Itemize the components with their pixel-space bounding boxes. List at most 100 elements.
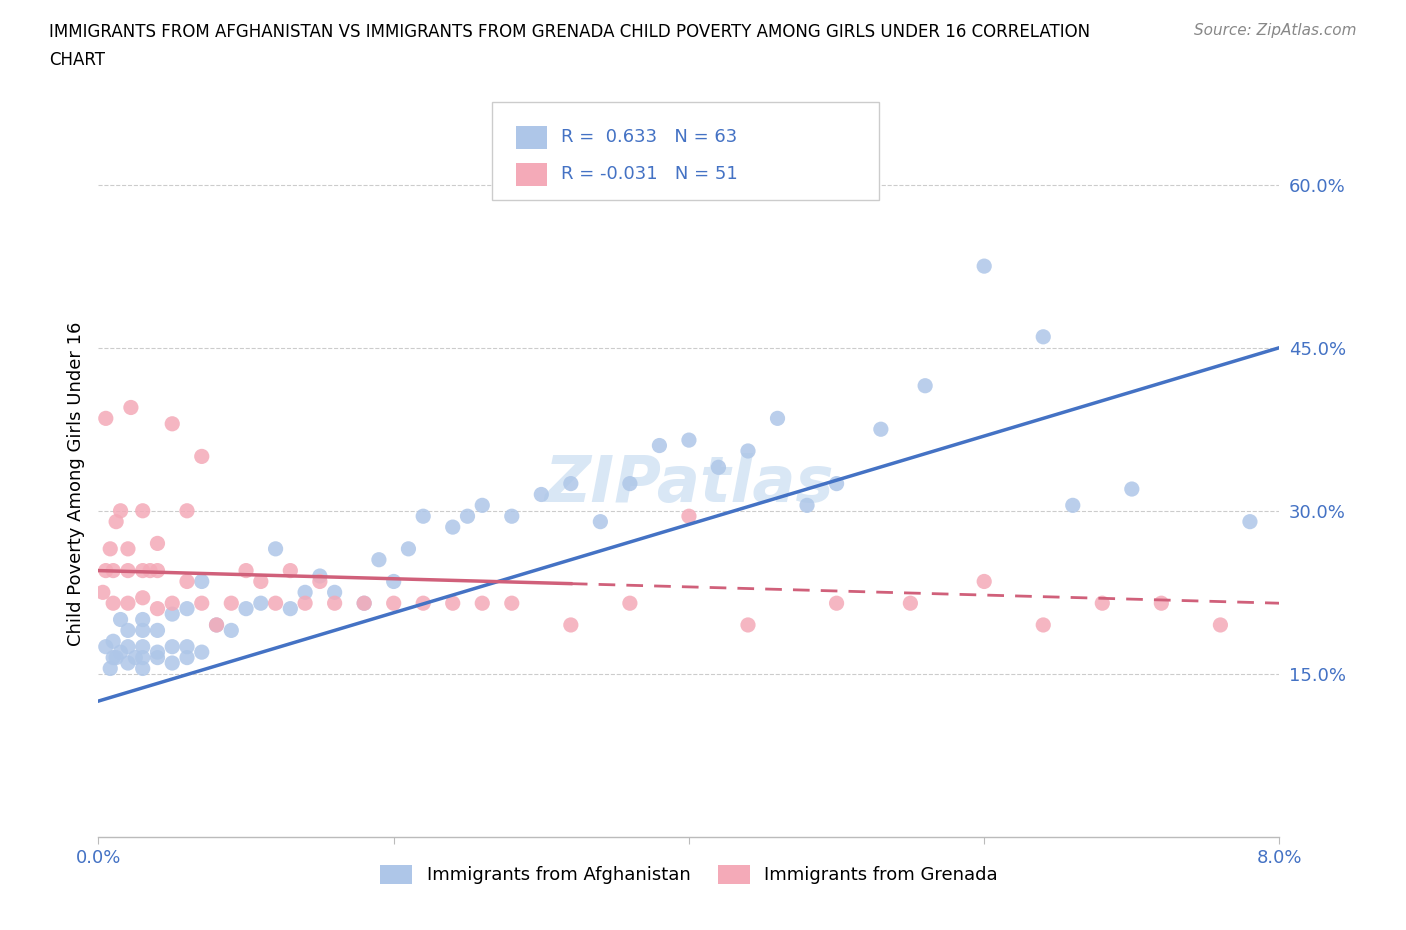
Point bbox=[98, 541, 121, 556]
Point bbox=[162, 606, 183, 621]
Point bbox=[900, 596, 922, 611]
Point bbox=[205, 618, 228, 632]
Point bbox=[501, 509, 523, 524]
Point bbox=[176, 503, 198, 518]
Point bbox=[280, 601, 302, 616]
Point bbox=[191, 449, 214, 464]
Point bbox=[105, 650, 128, 665]
Point bbox=[124, 650, 146, 665]
Point bbox=[146, 601, 169, 616]
Point bbox=[530, 487, 553, 502]
Point bbox=[110, 612, 132, 627]
Point bbox=[94, 411, 117, 426]
Point bbox=[91, 585, 114, 600]
Point bbox=[162, 596, 183, 611]
Point bbox=[353, 596, 375, 611]
Point bbox=[825, 596, 848, 611]
Point bbox=[1121, 482, 1143, 497]
Y-axis label: Child Poverty Among Girls Under 16: Child Poverty Among Girls Under 16 bbox=[66, 322, 84, 645]
Point bbox=[309, 574, 332, 589]
Point bbox=[678, 432, 700, 447]
Point bbox=[250, 574, 273, 589]
Point bbox=[146, 564, 169, 578]
Point bbox=[264, 541, 287, 556]
Point bbox=[309, 568, 332, 583]
Point bbox=[132, 503, 155, 518]
Point bbox=[1209, 618, 1232, 632]
Point bbox=[117, 564, 139, 578]
Point bbox=[560, 476, 582, 491]
Point bbox=[176, 639, 198, 654]
Point bbox=[103, 596, 125, 611]
Point bbox=[294, 596, 316, 611]
Point bbox=[191, 596, 214, 611]
Point bbox=[132, 650, 155, 665]
Point bbox=[973, 574, 995, 589]
Point bbox=[132, 639, 155, 654]
Point bbox=[471, 498, 494, 512]
Point bbox=[294, 585, 316, 600]
Point bbox=[368, 552, 391, 567]
Point bbox=[146, 650, 169, 665]
Point bbox=[162, 656, 183, 671]
Point bbox=[117, 623, 139, 638]
Point bbox=[412, 596, 434, 611]
Point bbox=[412, 509, 434, 524]
Point bbox=[382, 596, 405, 611]
Point bbox=[191, 574, 214, 589]
Point bbox=[560, 618, 582, 632]
Point bbox=[766, 411, 789, 426]
Point bbox=[441, 520, 464, 535]
Point bbox=[1150, 596, 1173, 611]
Point bbox=[205, 618, 228, 632]
Point bbox=[117, 596, 139, 611]
Point bbox=[132, 623, 155, 638]
Point bbox=[1062, 498, 1084, 512]
Point bbox=[146, 623, 169, 638]
Point bbox=[280, 564, 302, 578]
Point bbox=[117, 541, 139, 556]
Point bbox=[589, 514, 612, 529]
Text: ZIPatlas: ZIPatlas bbox=[544, 453, 834, 514]
Point bbox=[117, 639, 139, 654]
Point bbox=[1239, 514, 1261, 529]
Point bbox=[1032, 618, 1054, 632]
Point bbox=[94, 639, 117, 654]
Point bbox=[1091, 596, 1114, 611]
Point bbox=[323, 596, 346, 611]
Point bbox=[103, 634, 125, 649]
Point bbox=[264, 596, 287, 611]
Text: CHART: CHART bbox=[49, 51, 105, 69]
Point bbox=[221, 623, 243, 638]
Text: R = -0.031   N = 51: R = -0.031 N = 51 bbox=[561, 166, 738, 183]
Point bbox=[103, 564, 125, 578]
Point bbox=[98, 661, 121, 676]
Point bbox=[796, 498, 818, 512]
Point bbox=[353, 596, 375, 611]
Point bbox=[398, 541, 420, 556]
Point bbox=[105, 514, 128, 529]
Point bbox=[176, 574, 198, 589]
Point bbox=[146, 644, 169, 659]
Point bbox=[737, 444, 759, 458]
Point bbox=[441, 596, 464, 611]
Point bbox=[132, 661, 155, 676]
Point bbox=[176, 650, 198, 665]
Point bbox=[323, 585, 346, 600]
Point bbox=[162, 417, 183, 432]
Point bbox=[678, 509, 700, 524]
Point bbox=[221, 596, 243, 611]
Point bbox=[973, 259, 995, 273]
Point bbox=[1032, 329, 1054, 344]
Point bbox=[648, 438, 671, 453]
Point bbox=[117, 656, 139, 671]
Point bbox=[132, 564, 155, 578]
Point bbox=[176, 601, 198, 616]
Point bbox=[120, 400, 142, 415]
Point bbox=[914, 379, 936, 393]
Point bbox=[250, 596, 273, 611]
Text: Source: ZipAtlas.com: Source: ZipAtlas.com bbox=[1194, 23, 1357, 38]
Point bbox=[132, 591, 155, 605]
Point bbox=[619, 596, 641, 611]
Point bbox=[825, 476, 848, 491]
